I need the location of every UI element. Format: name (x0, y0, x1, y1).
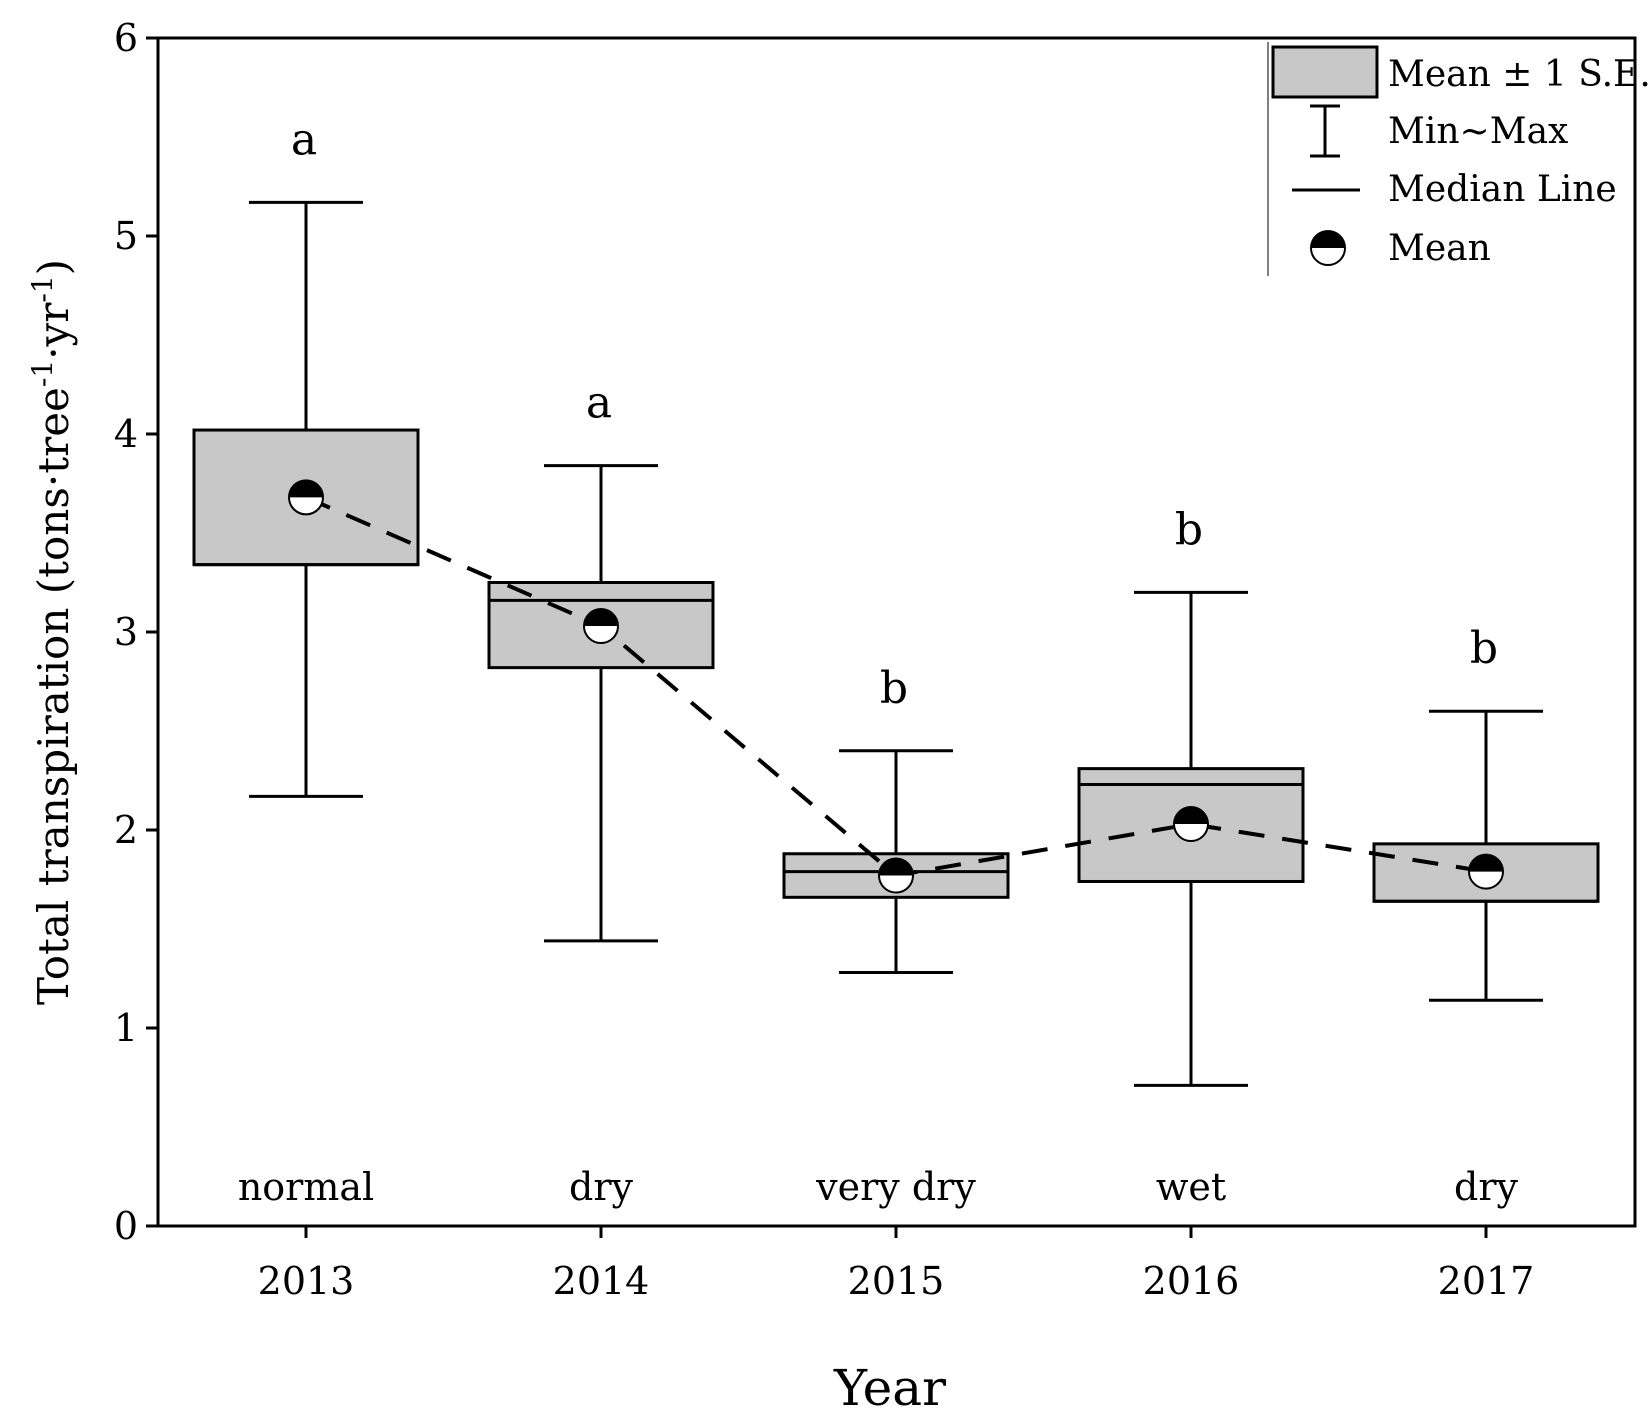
legend-mean-swatch (1310, 230, 1346, 266)
legend-label-min-max: Min~Max (1388, 111, 1568, 152)
x-axis-title: Year (833, 1359, 946, 1413)
x-tick-label-2014: 2014 (553, 1259, 650, 1303)
y-tick-label-2: 2 (114, 808, 138, 852)
legend: Mean ± 1 S.E. Min~Max Median Line Mean (1267, 42, 1650, 276)
significance-letter-2017: b (1470, 623, 1498, 674)
x-tick-label-2013: 2013 (258, 1259, 355, 1303)
condition-label-2015: very dry (815, 1165, 976, 1209)
x-tick-label-2016: 2016 (1143, 1259, 1240, 1303)
y-tick-label-5: 5 (114, 214, 138, 258)
mean-marker-fill-2014 (584, 609, 618, 627)
condition-label-2014: dry (569, 1165, 633, 1209)
y-tick-label-1: 1 (114, 1006, 138, 1050)
y-axis-title-end: ) (29, 259, 78, 275)
mean-marker-2017 (1468, 853, 1504, 890)
significance-letter-2016: b (1175, 504, 1203, 555)
mean-marker-2014 (583, 608, 619, 645)
x-axis: 2013 2014 2015 2016 2017 (258, 1226, 1535, 1303)
mean-markers (288, 479, 1504, 894)
legend-label-mean: Mean (1388, 228, 1491, 269)
x-tick-label-2015: 2015 (848, 1259, 945, 1303)
annotations: a normal a dry b very dry b wet b dry (238, 114, 1519, 1209)
legend-box-swatch (1271, 45, 1379, 99)
box-2016 (1077, 590, 1305, 1087)
condition-label-2013: normal (238, 1165, 374, 1209)
x-tick-label-2017: 2017 (1438, 1259, 1535, 1303)
y-axis-title-sup-2: -1 (26, 275, 59, 302)
mean-marker-fill-2015 (879, 858, 913, 876)
significance-letter-2015: b (880, 663, 908, 714)
mean-marker-fill-2017 (1469, 854, 1503, 872)
mean-marker-fill-2013 (289, 480, 323, 498)
significance-letter-2014: a (586, 378, 612, 429)
legend-label-mean-se: Mean ± 1 S.E. (1388, 54, 1650, 95)
y-axis-title-mid: ·yr (29, 302, 78, 360)
y-tick-label-3: 3 (114, 610, 138, 654)
condition-label-2016: wet (1156, 1165, 1226, 1209)
y-tick-label-0: 0 (114, 1204, 138, 1248)
y-axis-title: Total transpiration (tons·tree-1·yr-1) (26, 259, 78, 1005)
legend-label-median-line: Median Line (1388, 169, 1617, 210)
y-axis: 0 1 2 3 4 5 6 (114, 16, 158, 1248)
mean-marker-2015 (878, 857, 914, 894)
plot-area (156, 36, 1637, 1228)
mean-marker-2013 (288, 479, 324, 516)
y-axis-title-sup-1: -1 (26, 360, 59, 387)
mean-marker-2016 (1173, 806, 1209, 843)
condition-label-2017: dry (1454, 1165, 1518, 1209)
significance-letter-2013: a (291, 114, 317, 165)
y-axis-title-main: Total transpiration (tons·tree (29, 387, 78, 1005)
y-tick-label-4: 4 (114, 412, 138, 456)
y-tick-label-6: 6 (114, 16, 138, 60)
mean-marker-fill-2016 (1174, 807, 1208, 825)
